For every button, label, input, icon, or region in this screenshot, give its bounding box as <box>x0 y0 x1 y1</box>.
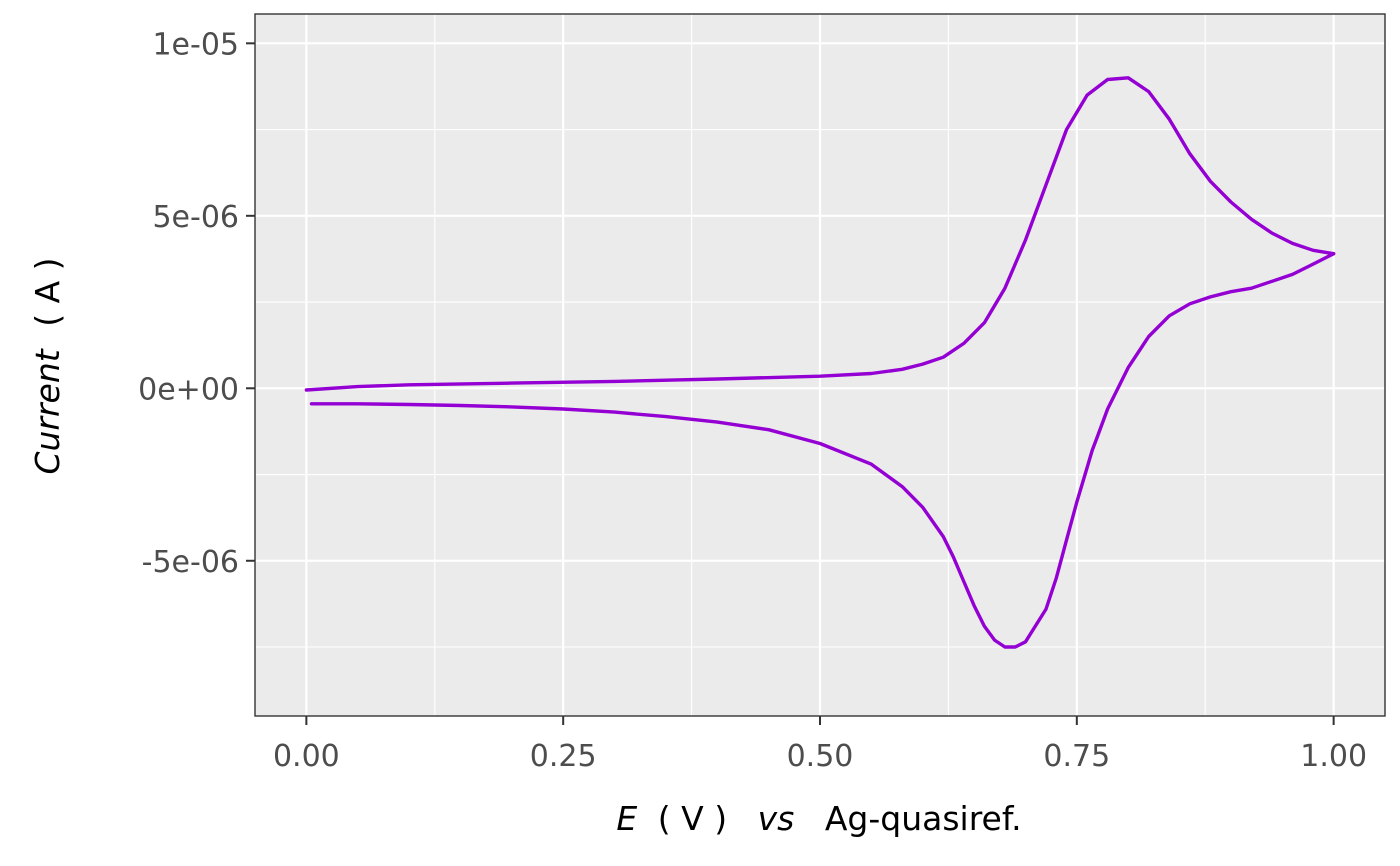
y-axis-var: Current <box>28 348 67 474</box>
forward-scan-line <box>304 76 1336 392</box>
x-tick-label: 1.00 <box>1300 739 1367 774</box>
y-tick-label: 1e-05 <box>152 27 239 62</box>
series-layer <box>304 76 1336 649</box>
x-axis-vs: vs <box>758 799 795 838</box>
x-axis-reference: Ag-quasiref. <box>825 799 1022 838</box>
gridlines <box>255 14 1385 716</box>
x-tick-label: 0.25 <box>530 739 597 774</box>
x-axis-unit: ( V ) <box>658 799 727 838</box>
y-tick-label: 0e+00 <box>138 372 239 407</box>
y-tick-label: -5e-06 <box>142 545 239 580</box>
x-tick-label: 0.50 <box>787 739 854 774</box>
x-axis-var: E <box>616 799 637 838</box>
y-axis-unit: ( A ) <box>28 257 67 326</box>
y-axis-title: Current ( A ) <box>28 257 67 474</box>
x-tick-label: 0.75 <box>1043 739 1110 774</box>
reverse-scan-line <box>309 252 1336 649</box>
x-tick-label: 0.00 <box>273 739 340 774</box>
axis-ticks: 0.00 0.25 0.50 0.75 1.00 -5e-06 0e+00 5e-06 1e-0… <box>138 27 1367 774</box>
x-axis-title: E ( V ) vs Ag-quasiref. <box>616 799 1021 838</box>
y-tick-label: 5e-06 <box>152 200 239 235</box>
